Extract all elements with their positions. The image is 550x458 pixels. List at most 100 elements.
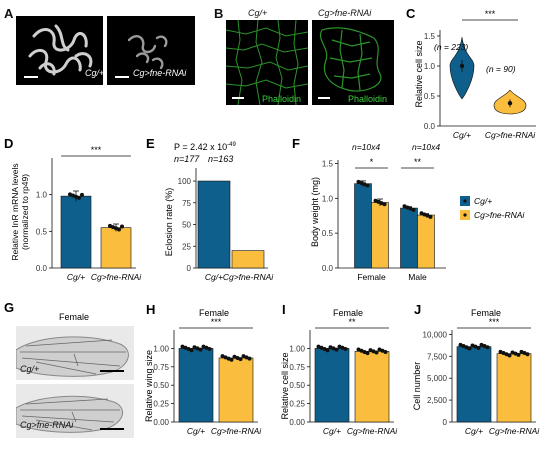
- panel-label-g: G: [4, 300, 14, 315]
- x-tick-label: Cg>fne-RNAi: [223, 272, 274, 282]
- pvalue-e-base: P = 2.42 x 10: [174, 142, 227, 152]
- data-point: [498, 349, 503, 354]
- data-point: [77, 195, 81, 200]
- panel-label-d: D: [4, 136, 13, 151]
- title-h: Female: [199, 308, 229, 318]
- data-point: [180, 344, 185, 349]
- data-point: [244, 355, 249, 360]
- panel-label-e: E: [146, 136, 155, 151]
- data-point: [201, 344, 206, 349]
- n-label-f-1: n=10x4: [352, 142, 380, 152]
- data-point: [229, 357, 234, 362]
- y-tick-label: 1.00: [289, 344, 305, 353]
- data-point: [340, 345, 345, 350]
- chart-i: 0.00 0.25 0.50 0.75 1.00 Cg/+ Cg>fne-RNAi **: [289, 317, 398, 436]
- data-point: [331, 346, 336, 351]
- significance-label: ***: [211, 317, 222, 327]
- data-point: [501, 351, 506, 356]
- data-point: [425, 213, 430, 218]
- bar-rnai: [496, 353, 532, 423]
- wing-image-control: [16, 326, 134, 380]
- data-point: [186, 347, 191, 351]
- y-tick-label: 0.25: [289, 400, 305, 409]
- y-tick-label: 0.00: [289, 418, 305, 427]
- significance-label: ***: [91, 145, 102, 155]
- image-title-control-b: Cg/+: [248, 8, 268, 18]
- data-point: [522, 351, 527, 356]
- pvalue-e-exp: -49: [227, 142, 236, 148]
- bar-female-control: [354, 183, 372, 269]
- data-point: [359, 181, 364, 186]
- data-point: [473, 344, 478, 349]
- y-tick-label: 0.25: [153, 400, 169, 409]
- data-point: [356, 347, 361, 352]
- wing-label-control: Cg/+: [20, 364, 40, 374]
- significance-label: **: [414, 157, 422, 167]
- data-point: [405, 205, 410, 210]
- data-point: [428, 214, 433, 219]
- data-point: [334, 347, 339, 352]
- data-point: [485, 345, 490, 350]
- data-point: [356, 179, 361, 184]
- ylabel-j: Cell number: [412, 362, 422, 411]
- data-point: [328, 345, 333, 350]
- n-label-f-2: n=10x4: [412, 142, 440, 152]
- data-point: [362, 182, 367, 187]
- data-point: [319, 345, 324, 350]
- data-point: [377, 347, 382, 352]
- n-label-c-1: (n = 223): [434, 42, 468, 52]
- chart-h: 0.00 0.25 0.50 0.75 1.00 Cg/+ Cg>fne-RNAi ***: [153, 317, 262, 436]
- data-point: [207, 347, 212, 351]
- y-tick-label: 0.50: [153, 381, 169, 390]
- y-tick-label: 1.00: [153, 344, 169, 353]
- data-point: [461, 344, 466, 349]
- ylabel-h: Relative wing size: [144, 350, 154, 422]
- y-tick-label: 7,500: [427, 352, 448, 361]
- image-label-rnai-a: Cg>fne-RNAi: [133, 68, 187, 78]
- panel-label-h: H: [146, 302, 155, 317]
- y-tick-label: 0.75: [153, 363, 169, 372]
- data-point: [223, 355, 228, 360]
- data-point: [120, 224, 124, 229]
- data-point: [108, 223, 112, 228]
- ylabel-d-1: Relative InR mRNA levels: [10, 163, 20, 260]
- data-point: [235, 355, 240, 360]
- bar-rnai: [354, 351, 390, 423]
- data-point: [504, 352, 509, 357]
- ylabel-c: Relative cell size: [414, 40, 424, 107]
- y-tick-label: 100: [178, 177, 192, 186]
- fat-body-image-rnai: [107, 16, 195, 85]
- x-tick-label: Cg/+: [465, 426, 483, 436]
- y-tick-label: 0.5: [424, 92, 436, 101]
- panel-label-j: J: [414, 302, 421, 317]
- legend-label-control: Cg/+: [474, 196, 492, 206]
- chart-e: 0 25 50 75 100 Cg/+ Cg>fne-RNAi: [178, 168, 274, 282]
- data-point: [71, 193, 75, 198]
- bar-control: [178, 348, 214, 423]
- significance-label: ***: [489, 317, 500, 327]
- data-point: [402, 204, 407, 209]
- data-point: [371, 349, 376, 354]
- data-point: [192, 345, 197, 350]
- data-point: [322, 347, 327, 351]
- y-tick-label: 0: [443, 418, 448, 427]
- y-tick-label: 0.5: [36, 227, 48, 236]
- y-tick-label: 0.75: [289, 363, 305, 372]
- data-point: [247, 356, 252, 361]
- data-point: [374, 350, 379, 355]
- significance-label: ***: [485, 9, 496, 19]
- x-tick-label: Cg>fne-RNAi: [211, 426, 262, 436]
- y-tick-label: 0.00: [153, 418, 169, 427]
- bar-male-rnai: [417, 214, 435, 269]
- y-tick-label: 1.0: [36, 191, 48, 200]
- x-tick-label: Cg/+: [67, 272, 85, 282]
- panel-label-f: F: [292, 136, 300, 151]
- chart-j: 0 2,500 5,000 7,500 10,000 Cg/+ Cg>fne-RNAi ***: [423, 317, 541, 436]
- data-point: [204, 345, 209, 350]
- y-tick-label: 0.0: [322, 264, 334, 273]
- data-point: [368, 348, 373, 353]
- data-point: [325, 348, 330, 353]
- bar-control: [60, 195, 92, 269]
- ylabel-f: Body weight (mg): [310, 177, 320, 247]
